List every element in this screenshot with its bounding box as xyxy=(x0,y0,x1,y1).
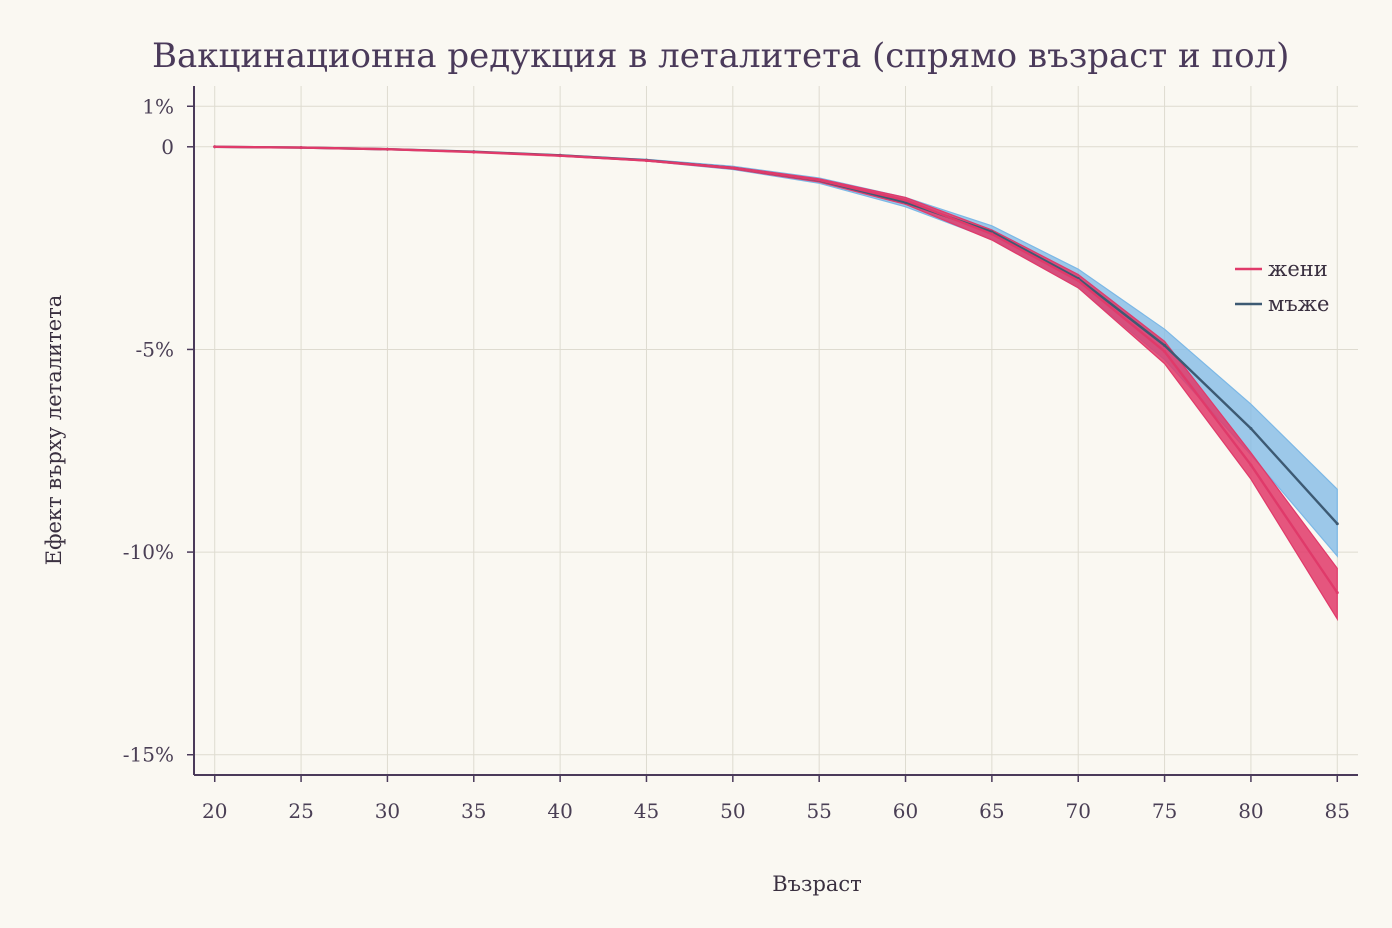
data-point-women xyxy=(299,146,303,150)
data-point-women xyxy=(1163,349,1167,353)
series-lines xyxy=(213,145,1339,595)
chart-title: Вакцинационна редукция в леталитета (спр… xyxy=(152,36,1289,76)
x-tick-label: 75 xyxy=(1152,799,1177,823)
y-tick-label: -15% xyxy=(123,743,174,767)
data-point-women xyxy=(1335,591,1339,595)
x-tick-label: 55 xyxy=(806,799,831,823)
x-tick-label: 80 xyxy=(1238,799,1263,823)
data-point-women xyxy=(644,159,648,163)
x-tick-label: 30 xyxy=(375,799,400,823)
legend-label-women[interactable]: жени xyxy=(1268,257,1328,281)
x-tick-label: 85 xyxy=(1325,799,1350,823)
series-line-women xyxy=(214,145,1339,594)
confidence-bands xyxy=(214,146,1338,622)
data-point-women xyxy=(817,178,821,182)
y-axis-label: Ефект върху леталитета xyxy=(42,295,66,566)
data-point-men xyxy=(1163,343,1167,347)
data-point-women xyxy=(213,145,217,149)
data-point-men xyxy=(1249,426,1253,430)
data-point-men xyxy=(1335,522,1339,526)
grid xyxy=(194,86,1358,775)
x-tick-label: 25 xyxy=(288,799,313,823)
x-tick-label: 35 xyxy=(461,799,486,823)
x-tick-label: 20 xyxy=(202,799,227,823)
x-tick-label: 40 xyxy=(547,799,572,823)
x-axis-label: Възраст xyxy=(772,872,862,896)
y-tick-label: -5% xyxy=(136,337,175,361)
data-point-women xyxy=(385,147,389,151)
data-point-women xyxy=(1249,463,1253,467)
x-tick-label: 70 xyxy=(1065,799,1090,823)
y-tick-label: 1% xyxy=(142,94,174,118)
data-point-women xyxy=(472,150,476,154)
y-tick-label: 0 xyxy=(161,135,174,159)
x-tick-label: 60 xyxy=(893,799,918,823)
data-point-women xyxy=(904,198,908,202)
axes: 20 25 30 35 40 45 50 55 60 65 70 75 80 85 1% 0 -5% -10% -1… xyxy=(123,86,1358,823)
y-tick-label: -10% xyxy=(123,540,174,564)
x-tick-label: 45 xyxy=(634,799,659,823)
data-point-women xyxy=(990,232,994,236)
legend-label-men[interactable]: мъже xyxy=(1268,292,1329,316)
data-point-women xyxy=(558,154,562,158)
x-tick-label: 65 xyxy=(979,799,1004,823)
data-point-women xyxy=(731,166,735,170)
confidence-band-women xyxy=(214,146,1338,622)
data-point-women xyxy=(1076,279,1080,283)
x-tick-label: 50 xyxy=(720,799,745,823)
legend[interactable]: жени мъже xyxy=(1235,257,1329,316)
